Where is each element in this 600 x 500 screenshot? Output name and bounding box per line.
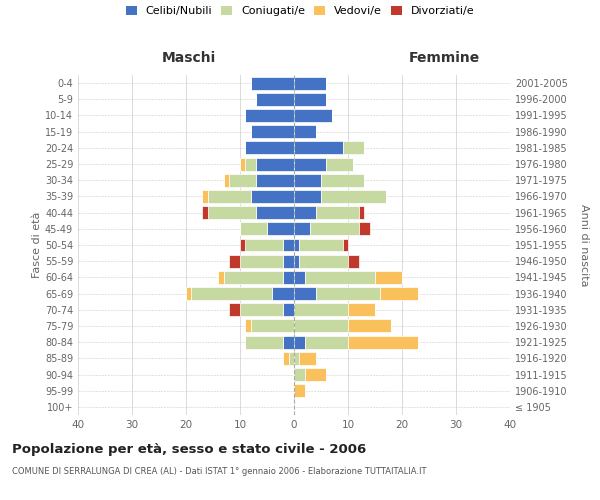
Bar (229, 254, 240, 268)
Bar (283, 336, 294, 348)
Bar (202, 190, 208, 203)
Bar (299, 352, 316, 365)
Bar (316, 206, 359, 219)
Bar (294, 304, 348, 316)
Bar (283, 271, 294, 284)
Bar (348, 254, 359, 268)
Bar (245, 109, 294, 122)
Bar (240, 254, 283, 268)
Bar (294, 76, 326, 90)
Bar (245, 320, 251, 332)
Bar (299, 254, 348, 268)
Bar (283, 238, 294, 252)
Text: COMUNE DI SERRALUNGA DI CREA (AL) - Dati ISTAT 1° gennaio 2006 - Elaborazione TU: COMUNE DI SERRALUNGA DI CREA (AL) - Dati… (12, 468, 427, 476)
Bar (294, 271, 305, 284)
Bar (348, 320, 391, 332)
Bar (202, 206, 208, 219)
Text: Maschi: Maschi (162, 51, 216, 65)
Bar (289, 352, 294, 365)
Bar (294, 190, 321, 203)
Bar (343, 142, 364, 154)
Bar (348, 336, 418, 348)
Bar (251, 320, 294, 332)
Bar (245, 238, 283, 252)
Bar (272, 287, 294, 300)
Bar (294, 368, 305, 381)
Bar (229, 174, 256, 186)
Bar (256, 93, 294, 106)
Text: Popolazione per età, sesso e stato civile - 2006: Popolazione per età, sesso e stato civil… (12, 442, 366, 456)
Bar (191, 287, 272, 300)
Bar (294, 109, 332, 122)
Bar (343, 238, 348, 252)
Bar (240, 158, 245, 170)
Bar (208, 206, 256, 219)
Bar (294, 125, 316, 138)
Bar (380, 287, 418, 300)
Bar (305, 336, 348, 348)
Bar (256, 158, 294, 170)
Legend: Celibi/Nubili, Coniugati/e, Vedovi/e, Divorziati/e: Celibi/Nubili, Coniugati/e, Vedovi/e, Di… (125, 6, 475, 16)
Y-axis label: Fasce di età: Fasce di età (32, 212, 42, 278)
Bar (256, 206, 294, 219)
Bar (229, 304, 240, 316)
Bar (240, 304, 283, 316)
Bar (256, 174, 294, 186)
Bar (375, 271, 402, 284)
Bar (294, 336, 305, 348)
Bar (208, 190, 251, 203)
Bar (294, 384, 305, 397)
Bar (294, 320, 348, 332)
Y-axis label: Anni di nascita: Anni di nascita (579, 204, 589, 286)
Bar (348, 304, 375, 316)
Bar (267, 222, 294, 235)
Bar (245, 142, 294, 154)
Bar (294, 93, 326, 106)
Bar (224, 271, 283, 284)
Bar (245, 158, 256, 170)
Bar (321, 174, 364, 186)
Text: Femmine: Femmine (409, 51, 479, 65)
Bar (294, 287, 316, 300)
Bar (294, 254, 299, 268)
Bar (251, 125, 294, 138)
Bar (283, 254, 294, 268)
Bar (294, 222, 310, 235)
Bar (240, 222, 267, 235)
Bar (218, 271, 224, 284)
Bar (305, 368, 326, 381)
Bar (359, 222, 370, 235)
Bar (186, 287, 191, 300)
Bar (294, 352, 299, 365)
Bar (316, 287, 380, 300)
Bar (310, 222, 359, 235)
Bar (321, 190, 386, 203)
Bar (245, 336, 283, 348)
Bar (283, 352, 289, 365)
Bar (240, 238, 245, 252)
Bar (326, 158, 353, 170)
Bar (251, 76, 294, 90)
Bar (294, 174, 321, 186)
Bar (294, 158, 326, 170)
Bar (224, 174, 229, 186)
Bar (294, 206, 316, 219)
Bar (294, 142, 343, 154)
Bar (299, 238, 343, 252)
Bar (359, 206, 364, 219)
Bar (305, 271, 375, 284)
Bar (251, 190, 294, 203)
Bar (283, 304, 294, 316)
Bar (294, 238, 299, 252)
